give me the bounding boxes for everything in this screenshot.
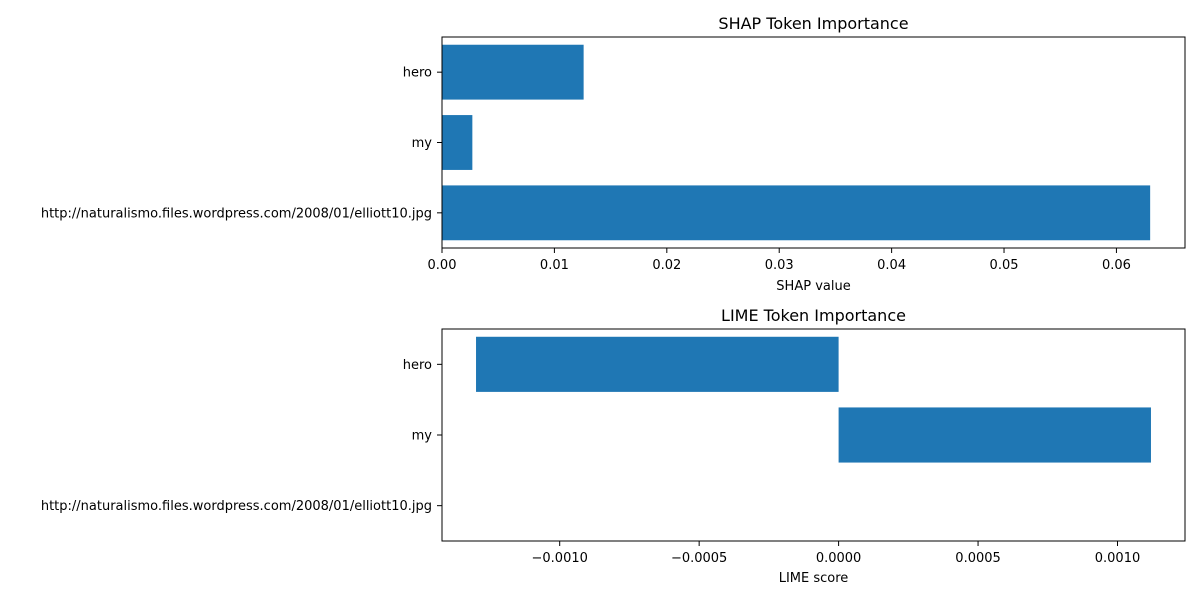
category-label: my <box>412 429 433 444</box>
x-ticks: 0.00 0.01 0.02 0.03 0.04 0.05 0.06 <box>428 248 1131 273</box>
x-tick-label: −0.0005 <box>671 551 727 566</box>
category-label: http://naturalismo.files.wordpress.com/2… <box>41 206 432 221</box>
bar <box>442 185 1151 241</box>
category-label: hero <box>403 358 432 373</box>
x-axis-label: LIME score <box>779 571 849 586</box>
category-labels: hero my http://naturalismo.files.wordpress… <box>41 66 442 221</box>
x-tick-label: 0.00 <box>428 258 457 273</box>
x-tick-label: 0.0005 <box>955 551 1001 566</box>
x-tick-label: 0.02 <box>652 258 681 273</box>
x-tick-label: 0.03 <box>765 258 794 273</box>
plot-frame <box>441 328 1186 542</box>
x-tick-label: 0.04 <box>877 258 906 273</box>
category-label: http://naturalismo.files.wordpress.com/2… <box>41 499 432 514</box>
bar <box>442 115 473 170</box>
x-tick-label: 0.0000 <box>816 551 862 566</box>
bar <box>476 336 839 392</box>
bars <box>476 336 1151 463</box>
plot-frame <box>441 36 1186 249</box>
bar <box>838 407 1151 463</box>
x-tick-label: −0.0010 <box>532 551 588 566</box>
shap-chart: SHAP Token Importance hero my http://natur… <box>41 14 1186 294</box>
x-ticks: −0.0010 −0.0005 0.0000 0.0005 0.0010 <box>532 541 1141 566</box>
category-label: hero <box>403 66 432 81</box>
category-labels: hero my http://naturalismo.files.wordpress… <box>41 358 442 514</box>
chart-title: LIME Token Importance <box>721 306 906 325</box>
x-tick-label: 0.0010 <box>1095 551 1141 566</box>
x-tick-label: 0.05 <box>990 258 1019 273</box>
x-axis-label: SHAP value <box>776 279 850 294</box>
bar <box>442 44 584 100</box>
x-tick-label: 0.06 <box>1102 258 1131 273</box>
bars <box>442 44 1151 241</box>
category-label: my <box>412 136 433 151</box>
lime-chart: LIME Token Importance hero my http://natur… <box>41 306 1186 586</box>
x-tick-label: 0.01 <box>540 258 569 273</box>
chart-title: SHAP Token Importance <box>718 14 908 33</box>
